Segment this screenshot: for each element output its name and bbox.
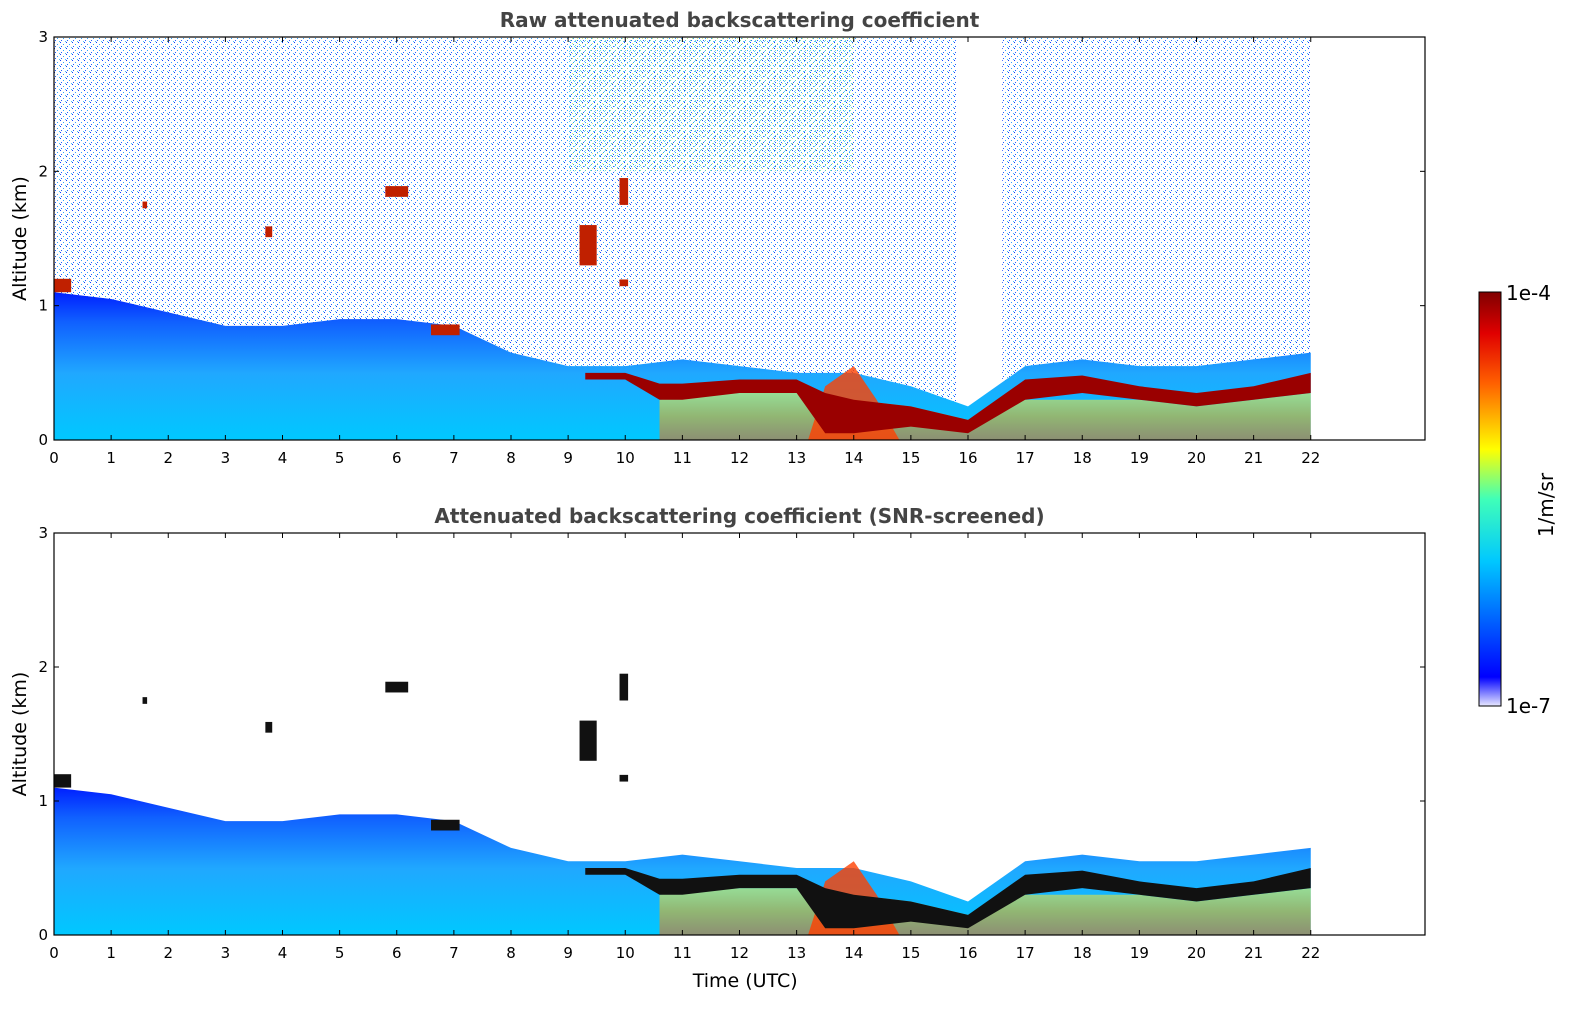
elevated-aerosol-feature [142, 201, 148, 209]
elevated-aerosol-feature [385, 681, 409, 693]
x-tick-label: 8 [506, 944, 516, 962]
raw-backscatter-panel: Raw attenuated backscattering coefficien… [9, 8, 1426, 467]
x-tick-label: 14 [844, 449, 863, 467]
elevated-aerosol-feature [619, 774, 629, 782]
raw-heatmap [54, 37, 1311, 440]
elevated-aerosol-feature [579, 720, 597, 761]
x-tick-label: 5 [335, 449, 345, 467]
elevated-aerosol-feature [431, 324, 460, 336]
x-tick-label: 10 [616, 944, 635, 962]
x-tick-label: 15 [901, 449, 920, 467]
x-tick-label: 6 [392, 944, 402, 962]
screened-y-axis-label: Altitude (km) [9, 672, 31, 797]
x-tick-label: 10 [616, 449, 635, 467]
elevated-aerosol-feature [265, 721, 273, 733]
y-tick-label: 0 [38, 926, 48, 944]
x-tick-label: 19 [1130, 449, 1149, 467]
x-tick-label: 21 [1244, 449, 1263, 467]
cloud-layer [585, 372, 1311, 434]
x-tick-label: 9 [563, 449, 573, 467]
x-tick-label: 20 [1187, 944, 1206, 962]
colorbar: 1e-4 1e-7 1/m/sr [1478, 281, 1558, 718]
screened-heatmap [54, 673, 1311, 935]
screened-y-axis: 0 1 2 3 [38, 524, 1425, 944]
x-tick-label: 21 [1244, 944, 1263, 962]
elevated-aerosol-feature [619, 279, 629, 287]
elevated-aerosol-feature [619, 673, 629, 701]
x-tick-label: 0 [49, 449, 59, 467]
y-tick-label: 1 [38, 792, 48, 810]
cloud-layer [585, 868, 1311, 929]
x-tick-label: 12 [730, 944, 749, 962]
x-tick-label: 22 [1301, 944, 1320, 962]
elevated-aerosol-feature [619, 178, 629, 205]
y-tick-label: 2 [38, 162, 48, 180]
elevated-aerosol-feature [54, 278, 72, 293]
y-tick-label: 3 [38, 524, 48, 542]
y-tick-label: 2 [38, 658, 48, 676]
x-tick-label: 16 [958, 449, 977, 467]
x-tick-label: 18 [1073, 944, 1092, 962]
screened-backscatter-panel: Attenuated backscattering coefficient (S… [9, 504, 1426, 992]
raw-y-axis: 0 1 2 3 [38, 28, 1425, 449]
y-tick-label: 1 [38, 297, 48, 315]
time-axis-label: Time (UTC) [692, 970, 798, 992]
colorbar-unit-label: 1/m/sr [1534, 472, 1558, 537]
x-tick-label: 0 [49, 944, 59, 962]
colorbar-gradient [1478, 291, 1502, 707]
x-tick-label: 3 [221, 944, 231, 962]
raw-x-axis: 0 1 2 3 4 5 6 7 8 9 10 11 12 13 14 15 16 17 18 19 20 21 22 [49, 37, 1320, 467]
x-tick-label: 4 [278, 944, 288, 962]
x-tick-label: 12 [730, 449, 749, 467]
x-tick-label: 4 [278, 449, 288, 467]
elevated-aerosol-feature [142, 697, 148, 704]
x-tick-label: 5 [335, 944, 345, 962]
screened-x-axis: 0 1 2 3 4 5 6 7 8 9 10 11 12 13 14 15 16 17 18 19 20 21 22 [49, 533, 1320, 962]
x-tick-label: 13 [787, 944, 806, 962]
elevated-aerosol-feature [579, 225, 597, 266]
elevated-aerosol-feature [54, 774, 72, 788]
x-tick-label: 8 [506, 449, 516, 467]
x-tick-label: 18 [1073, 449, 1092, 467]
x-tick-label: 2 [163, 944, 173, 962]
noise-field-bright [568, 37, 854, 172]
x-tick-label: 14 [844, 944, 863, 962]
x-tick-label: 7 [449, 449, 459, 467]
x-tick-label: 20 [1187, 449, 1206, 467]
x-tick-label: 6 [392, 449, 402, 467]
y-tick-label: 0 [38, 431, 48, 449]
x-tick-label: 13 [787, 449, 806, 467]
x-tick-label: 1 [106, 449, 116, 467]
raw-y-axis-label: Altitude (km) [9, 176, 31, 301]
raw-panel-title: Raw attenuated backscattering coefficien… [500, 8, 980, 32]
x-tick-label: 15 [901, 944, 920, 962]
x-tick-label: 19 [1130, 944, 1149, 962]
x-tick-label: 17 [1016, 449, 1035, 467]
colorbar-min-label: 1e-7 [1506, 694, 1551, 718]
screened-panel-title: Attenuated backscattering coefficient (S… [434, 504, 1044, 528]
x-tick-label: 2 [163, 449, 173, 467]
x-tick-label: 3 [221, 449, 231, 467]
elevated-aerosol-feature [385, 186, 409, 197]
y-tick-label: 3 [38, 28, 48, 46]
x-tick-label: 9 [563, 944, 573, 962]
elevated-aerosol-feature [431, 819, 460, 831]
x-tick-label: 11 [673, 944, 692, 962]
x-tick-label: 7 [449, 944, 459, 962]
x-tick-label: 17 [1016, 944, 1035, 962]
x-tick-label: 22 [1301, 449, 1320, 467]
colorbar-max-label: 1e-4 [1506, 281, 1551, 305]
x-tick-label: 16 [958, 944, 977, 962]
x-tick-label: 1 [106, 944, 116, 962]
x-tick-label: 11 [673, 449, 692, 467]
elevated-aerosol-feature [265, 226, 273, 238]
